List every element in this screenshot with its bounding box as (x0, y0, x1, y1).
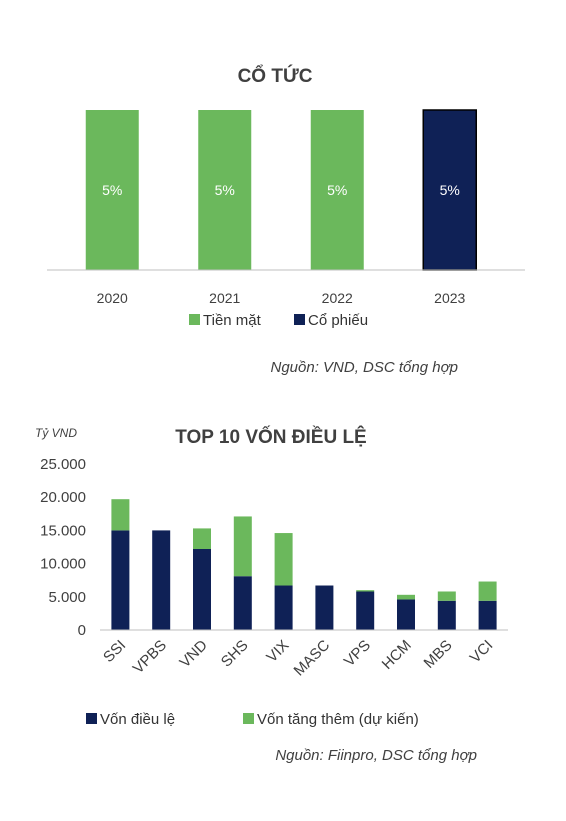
capital-bar-VCI-additional (478, 581, 497, 601)
capital-bar-MASC-charter (315, 585, 334, 630)
capital-x-tick-SSI: SSI (100, 637, 129, 666)
capital-bar-VND-charter (193, 548, 211, 630)
capital-bar-HCM-charter (397, 599, 415, 630)
capital-y-tick: 10.000 (40, 556, 86, 573)
legend-label-additional-capital: Vốn tăng thêm (dự kiến) (257, 711, 419, 728)
dividend-data-label-2022: 5% (327, 182, 347, 198)
capital-x-tick-VIX: VIX (263, 637, 292, 666)
legend-swatch-charter-capital (86, 713, 97, 724)
capital-x-tick-VPBS: VPBS (130, 637, 170, 677)
legend-label-charter-capital: Vốn điều lệ (100, 711, 175, 728)
dividend-bar-2020-cash (85, 110, 139, 270)
capital-bar-MBS-additional (437, 591, 456, 601)
capital-x-tick-VCI: VCI (467, 637, 497, 667)
capital-x-tick-MASC: MASC (291, 637, 334, 680)
capital-source-note: Nguồn: Fiinpro, DSC tổng hợp (275, 747, 477, 764)
dividend-data-label-2021: 5% (215, 182, 235, 198)
charter-capital-chart-title: TOP 10 VỐN ĐIỀU LỆ (175, 426, 366, 448)
capital-bar-VIX-additional (274, 533, 293, 586)
capital-bar-SSI-charter (111, 530, 130, 630)
dividend-x-tick-2022: 2022 (322, 290, 353, 306)
capital-y-tick: 0 (78, 622, 86, 639)
capital-x-tick-SHS: SHS (218, 637, 252, 671)
legend-swatch-cash (189, 314, 200, 325)
dividend-bar-2023-stock (422, 109, 477, 271)
capital-x-tick-HCM: HCM (379, 637, 415, 673)
capital-bar-VIX-charter (274, 585, 293, 630)
dividend-x-tick-2020: 2020 (97, 290, 128, 306)
dividend-chart-title: CỔ TỨC (238, 65, 313, 87)
dividend-bar-2022-cash (310, 110, 364, 270)
unit-label: Tỷ VND (35, 426, 77, 440)
legend-label-stock: Cổ phiếu (308, 312, 368, 329)
capital-bar-MBS-charter (437, 600, 456, 630)
capital-bar-SHS-charter (233, 576, 252, 630)
dividend-source-note: Nguồn: VND, DSC tổng hợp (271, 359, 459, 376)
capital-bar-HCM-additional (397, 594, 415, 600)
dividend-data-label-2023: 5% (440, 182, 460, 198)
dividend-x-tick-2021: 2021 (209, 290, 240, 306)
capital-y-tick: 5.000 (48, 589, 86, 606)
legend-swatch-additional-capital (243, 713, 254, 724)
legend-swatch-stock (294, 314, 305, 325)
capital-x-tick-VND: VND (176, 637, 211, 672)
capital-legend: Vốn điều lệ Vốn tăng thêm (dự kiến) (86, 711, 419, 728)
capital-bar-SSI-additional (111, 499, 130, 531)
capital-x-tick-VPS: VPS (341, 637, 374, 670)
capital-y-tick: 15.000 (40, 522, 86, 539)
capital-bar-VCI-charter (478, 600, 497, 630)
capital-y-tick: 25.000 (40, 456, 86, 473)
capital-bar-VPS-charter (356, 591, 375, 630)
charter-capital-chart: Tỷ VND TOP 10 VỐN ĐIỀU LỆ 25.000 20.000 15… (35, 426, 508, 764)
legend-label-cash: Tiền mặt (203, 312, 262, 329)
capital-bar-VPBS-charter (152, 530, 171, 630)
capital-y-tick: 20.000 (40, 489, 86, 506)
dividend-x-tick-2023: 2023 (434, 290, 465, 306)
capital-bar-VPS-additional (356, 590, 375, 592)
capital-bar-SHS-additional (233, 516, 252, 577)
capital-bar-VND-additional (193, 528, 211, 549)
dividend-data-label-2020: 5% (102, 182, 122, 198)
capital-x-tick-MBS: MBS (421, 637, 456, 672)
dividend-bar-2021-cash (198, 110, 252, 270)
dividend-legend: Tiền mặt Cổ phiếu (189, 312, 368, 329)
dividend-chart: CỔ TỨC 5% 5% 5% 5% 2020 2021 2022 2023 Tiền mặ… (47, 65, 525, 376)
